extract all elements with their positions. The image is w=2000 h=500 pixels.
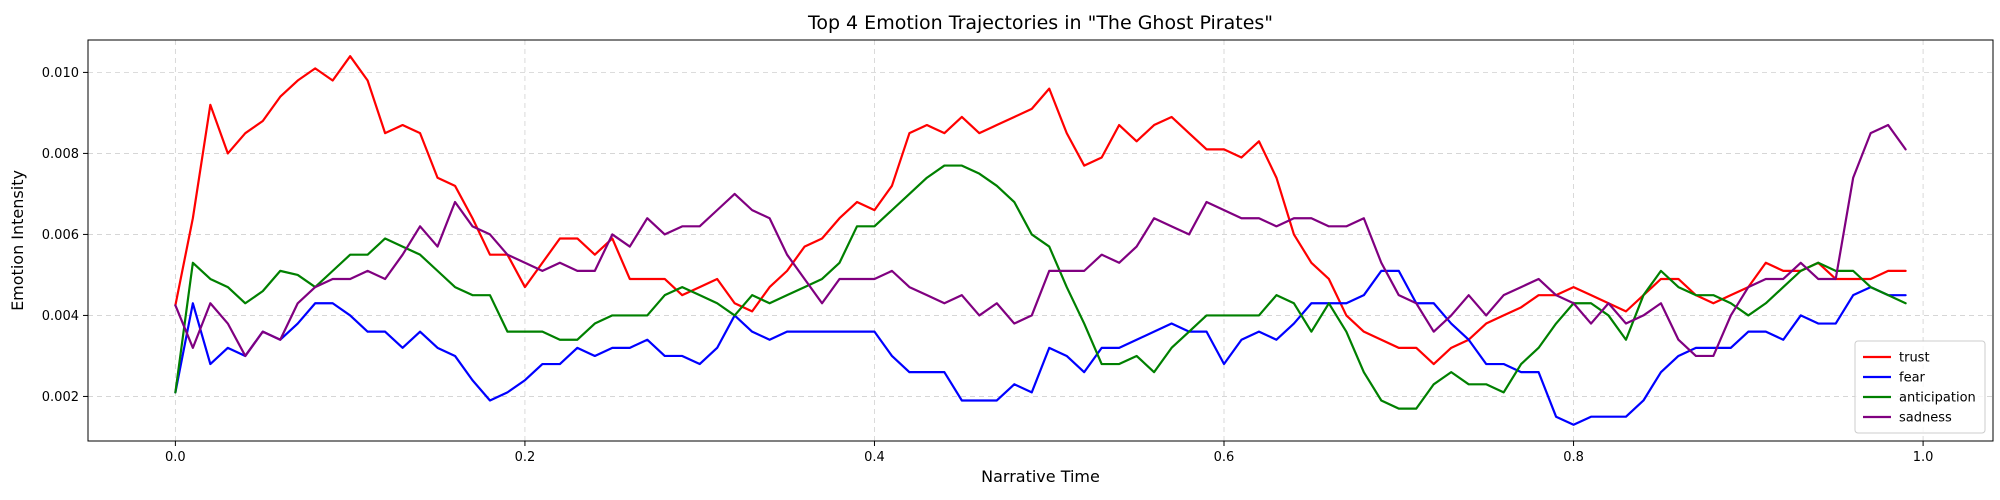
y-axis-label: Emotion Intensity [8,170,27,311]
legend-label-trust: trust [1899,351,1930,366]
legend-box [1854,340,1986,434]
series-line-trust [174,55,1907,366]
series-line-sadness [174,123,1907,358]
x-axis-label: Narrative Time [981,467,1100,486]
x-tick-label: 0.0 [165,450,186,465]
legend-label-anticipation: anticipation [1899,391,1976,406]
series-line-anticipation [174,164,1907,410]
x-tick-label: 0.6 [1214,450,1235,465]
chart-title: Top 4 Emotion Trajectories in "The Ghost… [807,12,1273,34]
plot-frame [87,39,1994,442]
axis-ticks: 0.0 0.2 0.4 0.6 0.8 1.0 0.002 0.004 0.006 0.008 0.… [42,66,1934,465]
series-lines [174,55,1907,426]
y-tick-label: 0.004 [42,309,79,324]
y-tick-label: 0.002 [42,390,79,405]
x-tick-label: 0.4 [864,450,885,465]
legend-label-fear: fear [1899,371,1926,386]
x-tick-label: 0.2 [515,450,536,465]
y-tick-label: 0.008 [42,147,79,162]
legend-label-sadness: sadness [1899,411,1952,426]
x-tick-label: 0.8 [1563,450,1584,465]
grid [88,40,1993,441]
x-tick-label: 1.0 [1913,450,1934,465]
y-tick-label: 0.006 [42,228,79,243]
y-tick-label: 0.010 [42,66,79,81]
series-line-fear [174,269,1907,426]
legend: trust fear anticipation sadness [1854,340,1986,434]
